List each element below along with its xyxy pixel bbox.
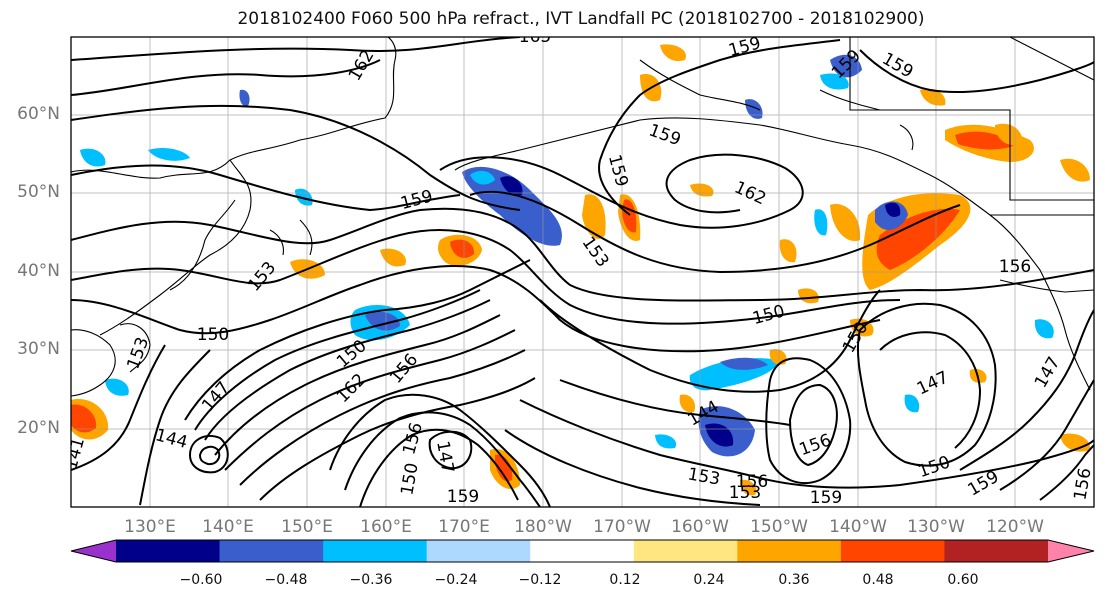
lon-label: 120°W xyxy=(986,517,1044,537)
graticule xyxy=(71,37,1094,507)
lon-label: 150°W xyxy=(750,517,808,537)
colorbar-cell xyxy=(944,540,1049,562)
lon-label: 180°W xyxy=(514,517,572,537)
lon-label: 160°E xyxy=(360,517,412,537)
contour-label: 165 xyxy=(519,27,551,47)
contour-label: 156 xyxy=(736,472,768,492)
contour-label: 156 xyxy=(1070,466,1095,501)
contour-label: 150 xyxy=(197,325,229,345)
contour-label: 153 xyxy=(729,483,761,503)
colorbar-tick: 0.60 xyxy=(947,572,979,588)
coastlines xyxy=(71,37,1094,397)
lat-label-40n: 40°N xyxy=(17,261,60,281)
lon-label: 130°E xyxy=(124,517,176,537)
lat-label-20n: 20°N xyxy=(17,418,60,438)
colorbar-cell xyxy=(426,540,531,562)
colorbar-tick: 0.24 xyxy=(693,572,725,588)
colorbar-cell xyxy=(737,540,842,562)
lon-label: 170°W xyxy=(593,517,651,537)
colorbar-cell xyxy=(840,540,945,562)
lon-label: 140°E xyxy=(202,517,254,537)
lon-label: 150°E xyxy=(281,517,333,537)
colorbar-tick: −0.60 xyxy=(179,572,223,588)
lat-label-30n: 30°N xyxy=(17,339,60,359)
lon-label: 130°W xyxy=(907,517,965,537)
colorbar-tick: −0.12 xyxy=(518,572,562,588)
lon-label: 160°W xyxy=(671,517,729,537)
lat-label-50n: 50°N xyxy=(17,182,60,202)
contour-lines xyxy=(71,37,1094,507)
map-frame xyxy=(70,36,1095,508)
shaded-anomalies xyxy=(71,44,1091,496)
lon-label: 140°W xyxy=(829,517,887,537)
colorbar-cells xyxy=(70,539,1095,563)
colorbar-extend-max xyxy=(1048,540,1094,562)
colorbar-cell xyxy=(633,540,738,562)
lat-label-60n: 60°N xyxy=(17,104,60,124)
colorbar-cell xyxy=(323,540,428,562)
colorbar-cell xyxy=(219,540,324,562)
contour-label: 156 xyxy=(999,257,1031,277)
colorbar-tick: 0.48 xyxy=(862,572,894,588)
colorbar-cell xyxy=(530,540,635,562)
lon-label: 170°E xyxy=(438,517,490,537)
colorbar-tick: −0.24 xyxy=(434,572,478,588)
colorbar-tick: −0.48 xyxy=(264,572,308,588)
colorbar-tick: 0.36 xyxy=(778,572,810,588)
colorbar-cell xyxy=(116,540,221,562)
colorbar-outline xyxy=(70,539,1095,563)
map-title: 2018102400 F060 500 hPa refract., IVT La… xyxy=(237,9,925,29)
contour-label: 159 xyxy=(810,488,842,508)
contour-label: 159 xyxy=(447,487,479,507)
colorbar-tick: 0.12 xyxy=(609,572,641,588)
colorbar-extend-min xyxy=(71,540,116,562)
colorbar-tick: −0.36 xyxy=(349,572,393,588)
